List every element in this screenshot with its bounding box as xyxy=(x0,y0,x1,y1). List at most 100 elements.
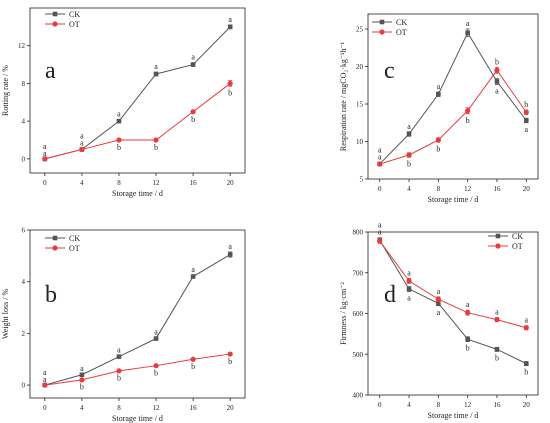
significance-label: a xyxy=(495,87,499,96)
series-line xyxy=(379,69,527,165)
y-axis-label: Respiration rate / mgCO₂·kg⁻¹h⁻¹ xyxy=(339,41,348,151)
significance-label: a xyxy=(407,268,411,277)
data-point xyxy=(116,137,122,143)
y-tick-label: 10 xyxy=(356,138,364,146)
significance-label: a xyxy=(43,142,47,151)
data-point xyxy=(153,336,159,341)
data-point xyxy=(435,296,441,302)
significance-label: b xyxy=(407,159,411,168)
data-point xyxy=(494,317,500,323)
data-point xyxy=(465,30,470,36)
data-point xyxy=(406,131,412,137)
legend-label: CK xyxy=(396,18,407,27)
significance-label: b xyxy=(117,143,121,152)
significance-label: b xyxy=(524,100,528,109)
significance-label: a xyxy=(228,15,232,24)
significance-label: b xyxy=(154,368,158,377)
data-point xyxy=(494,79,500,84)
series-ot xyxy=(377,66,529,167)
series-ck xyxy=(377,237,529,367)
data-point xyxy=(42,382,48,388)
series-line xyxy=(44,83,231,160)
legend-marker xyxy=(379,19,385,25)
significance-label: b xyxy=(228,357,232,366)
significance-label: a xyxy=(43,375,47,384)
panel-label: c xyxy=(384,58,395,84)
series-line xyxy=(44,254,231,386)
significance-label: b xyxy=(191,115,195,124)
significance-label: a xyxy=(378,221,382,230)
y-tick-label: 4 xyxy=(22,278,26,286)
x-tick-label: 12 xyxy=(464,185,472,193)
data-point xyxy=(116,118,122,124)
legend-label: CK xyxy=(69,10,80,19)
panel-label: b xyxy=(45,282,57,308)
data-point xyxy=(227,252,233,257)
y-axis-label: Firmness / kg·cm⁻² xyxy=(339,282,348,345)
y-tick-label: 0 xyxy=(22,382,26,390)
y-axis-label: Rotting rate / % xyxy=(1,65,10,116)
panel-label: d xyxy=(384,282,396,308)
series-ot xyxy=(42,351,233,388)
y-tick-label: 5 xyxy=(360,176,364,184)
data-point xyxy=(227,80,233,87)
x-tick-label: 0 xyxy=(378,401,382,409)
y-tick-label: 25 xyxy=(356,26,364,34)
significance-label: a xyxy=(407,122,411,131)
significance-label: b xyxy=(495,57,499,66)
data-point xyxy=(190,274,196,279)
significance-label: a xyxy=(154,62,158,71)
y-tick-label: 6 xyxy=(22,227,26,235)
x-tick-label: 0 xyxy=(43,179,47,187)
significance-label: a xyxy=(466,19,470,28)
significance-label: b xyxy=(154,143,158,152)
significance-label: a xyxy=(80,131,84,140)
data-point xyxy=(116,368,122,374)
data-point xyxy=(406,152,412,158)
significance-label: a xyxy=(378,153,382,162)
x-axis-label: Storage time / d xyxy=(428,195,479,204)
y-tick-label: 0 xyxy=(22,155,26,163)
legend-marker xyxy=(495,243,501,249)
y-tick-label: 20 xyxy=(356,63,364,71)
y-tick-label: 15 xyxy=(356,101,364,109)
data-point xyxy=(227,24,233,30)
y-axis-label: Weight loss / % xyxy=(1,289,10,340)
legend-label: CK xyxy=(69,234,80,243)
data-point xyxy=(227,351,233,357)
series-ot xyxy=(377,238,529,331)
panel-c: 0 4 8 12 16 20 5 10 15 20 25 Storage time / d Respir… xyxy=(339,13,539,204)
data-point xyxy=(116,354,122,359)
series-ck xyxy=(42,251,233,388)
y-tick-label: 700 xyxy=(353,269,364,277)
significance-label: b xyxy=(466,116,470,125)
significance-label: a xyxy=(154,327,158,336)
legend-marker xyxy=(52,21,58,27)
series-line xyxy=(379,240,527,329)
data-point xyxy=(79,146,85,153)
y-tick-label: 4 xyxy=(22,118,26,126)
y-tick-label: 12 xyxy=(18,42,26,50)
significance-label: a xyxy=(117,110,121,119)
data-point xyxy=(190,356,196,362)
x-axis-label: Storage time / d xyxy=(428,411,479,420)
panel-label: a xyxy=(45,58,56,84)
data-point xyxy=(436,301,441,306)
x-tick-label: 16 xyxy=(190,179,198,187)
series-line xyxy=(44,26,231,160)
data-point xyxy=(465,108,471,114)
significance-label: b xyxy=(117,374,121,383)
x-tick-label: 4 xyxy=(407,401,411,409)
data-point xyxy=(190,109,196,115)
significance-label: a xyxy=(117,346,121,355)
significance-label: b xyxy=(495,353,499,362)
data-point xyxy=(377,238,383,244)
x-tick-label: 4 xyxy=(80,179,84,187)
plot-frame xyxy=(29,229,246,399)
significance-label: a xyxy=(437,308,441,317)
x-tick-label: 8 xyxy=(117,179,121,187)
panel-d: 0 4 8 12 16 20 400 500 600 700 800 Storage time / d… xyxy=(339,221,539,420)
significance-label: a xyxy=(228,242,232,251)
